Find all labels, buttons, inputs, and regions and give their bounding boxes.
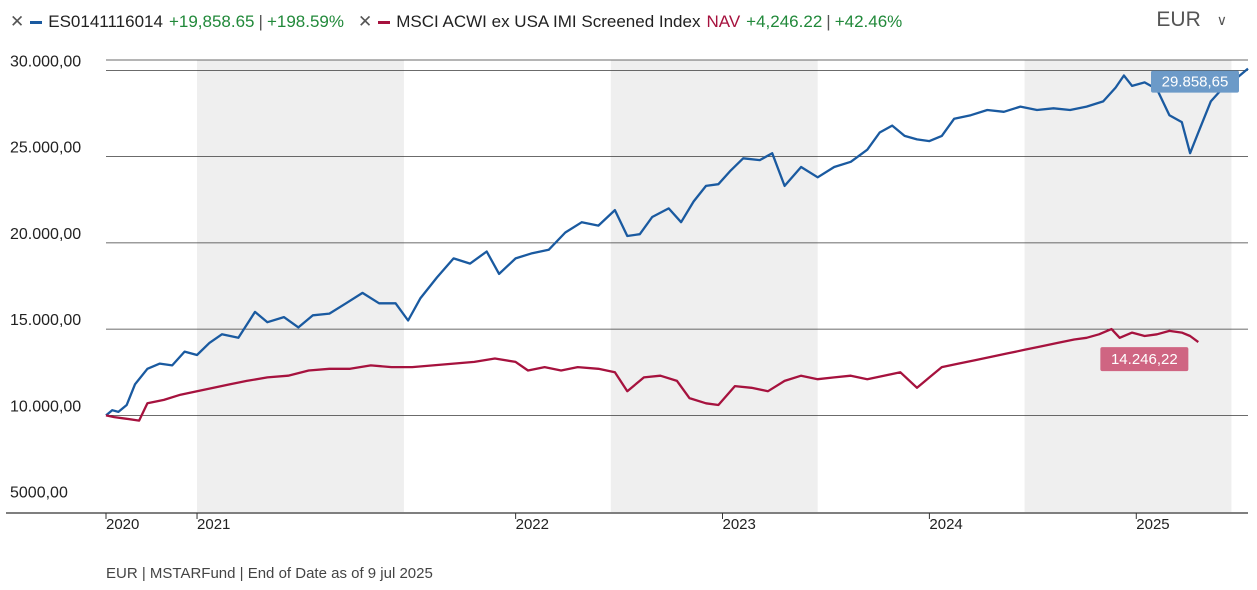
legend-entry-fund: ✕ ES0141116014 +19,858.65 | +198.59% — [10, 12, 344, 32]
chevron-down-icon: ∨ — [1216, 11, 1227, 28]
x-tick-label: 2020 — [106, 516, 139, 533]
fund-series-swatch — [30, 20, 43, 24]
index-end-value: 14.246,22 — [1111, 351, 1178, 368]
legend-entry-index: ✕ MSCI ACWI ex USA IMI Screened Index NA… — [358, 12, 902, 32]
index-series-line — [105, 327, 1199, 422]
x-tick-label: 2025 — [1136, 516, 1169, 533]
x-tick-label: 2022 — [516, 516, 549, 533]
x-tick-label: 2021 — [197, 516, 230, 533]
performance-chart: 5000,00 10.000,00 15.000,00 20.000,00 25.000… — [6, 53, 1249, 533]
index-end-label-bg — [1100, 347, 1189, 372]
close-icon[interactable]: ✕ — [10, 12, 25, 31]
chart-footnote: EUR | MSTARFund | End of Date as of 9 ju… — [106, 565, 433, 582]
y-tick-label: 15.000,00 — [10, 312, 81, 329]
currency-dropdown[interactable]: EUR ∨ — [1156, 8, 1227, 32]
index-change-pct: +42.46% — [834, 12, 903, 31]
legend-separator: | — [258, 12, 263, 31]
y-tick-label: 5000,00 — [10, 485, 68, 502]
y-tick-label: 10.000,00 — [10, 398, 81, 415]
x-tick-label: 2024 — [929, 516, 962, 533]
index-name: MSCI ACWI ex USA IMI Screened Index — [396, 12, 701, 31]
y-tick-label: 25.000,00 — [10, 140, 81, 157]
year-band — [197, 60, 404, 512]
index-series-swatch — [378, 20, 391, 24]
fund-end-value: 29.858,65 — [1162, 74, 1229, 91]
legend-separator: | — [826, 12, 831, 31]
y-tick-label: 30.000,00 — [10, 53, 81, 70]
index-end-label: 14.246,22 — [1100, 347, 1189, 372]
year-band — [610, 60, 818, 512]
x-tick-label: 2023 — [723, 516, 756, 533]
index-change-abs: +4,246.22 — [746, 12, 823, 31]
fund-end-label-bg — [1151, 70, 1239, 93]
fund-series-line — [105, 67, 1249, 417]
close-icon[interactable]: ✕ — [357, 12, 373, 31]
chart-legend: ✕ ES0141116014 +19,858.65 | +198.59% ✕ M… — [10, 9, 916, 35]
currency-selected: EUR — [1156, 8, 1201, 31]
y-tick-label: 20.000,00 — [10, 226, 81, 243]
fund-end-label: 29.858,65 — [1151, 70, 1239, 93]
index-nav-label: NAV — [706, 12, 741, 31]
fund-name: ES0141116014 — [48, 12, 163, 31]
fund-change-pct: +198.59% — [266, 12, 344, 31]
fund-change-abs: +19,858.65 — [168, 12, 255, 31]
